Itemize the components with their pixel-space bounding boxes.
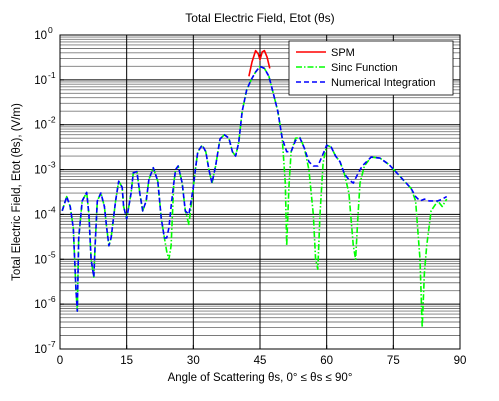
x-tick-label: 15 [120, 355, 133, 367]
x-tick-label: 45 [254, 355, 267, 367]
y-tick-label: 10 [34, 209, 47, 221]
x-tick-label: 0 [57, 355, 63, 367]
legend-label: Numerical Integration [331, 77, 436, 89]
y-tick-label: 10 [34, 75, 47, 87]
y-tick-label: 10 [34, 299, 47, 311]
series-line-numerical-integration [61, 65, 448, 312]
y-tick-exponent: -5 [48, 249, 56, 259]
series-layer [61, 49, 448, 329]
x-axis-label: Angle of Scattering θs, 0° ≤ θs ≤ 90° [168, 372, 353, 384]
legend-label: SPM [331, 47, 355, 59]
y-tick-exponent: -4 [48, 204, 56, 214]
y-tick-label: 10 [34, 165, 47, 177]
y-tick-exponent: 0 [48, 25, 53, 35]
y-tick-label: 10 [34, 120, 47, 132]
x-axis-ticks: 0 15 30 45 60 75 90 [57, 345, 467, 367]
y-axis-label: Total Electric Field, Etot (θs), (V/m) [11, 103, 23, 281]
legend-label: Sinc Function [331, 62, 398, 74]
x-tick-label: 30 [187, 355, 200, 367]
y-tick-exponent: -2 [48, 115, 56, 125]
y-tick-label: 10 [34, 254, 47, 266]
y-tick-label: 10 [34, 344, 47, 356]
x-tick-label: 90 [454, 355, 467, 367]
y-tick-label: 10 [34, 30, 47, 42]
x-tick-label: 75 [387, 355, 400, 367]
legend: SPM Sinc Function Numerical Integration [288, 40, 454, 96]
y-tick-exponent: -7 [48, 339, 56, 349]
y-tick-exponent: -3 [48, 160, 56, 170]
legend-box [288, 40, 454, 96]
x-tick-label: 60 [320, 355, 333, 367]
series-line-spm [248, 49, 271, 77]
chart-title: Total Electric Field, Etot (θs) [185, 11, 334, 25]
y-tick-exponent: -6 [48, 294, 56, 304]
y-tick-exponent: -1 [48, 70, 56, 80]
